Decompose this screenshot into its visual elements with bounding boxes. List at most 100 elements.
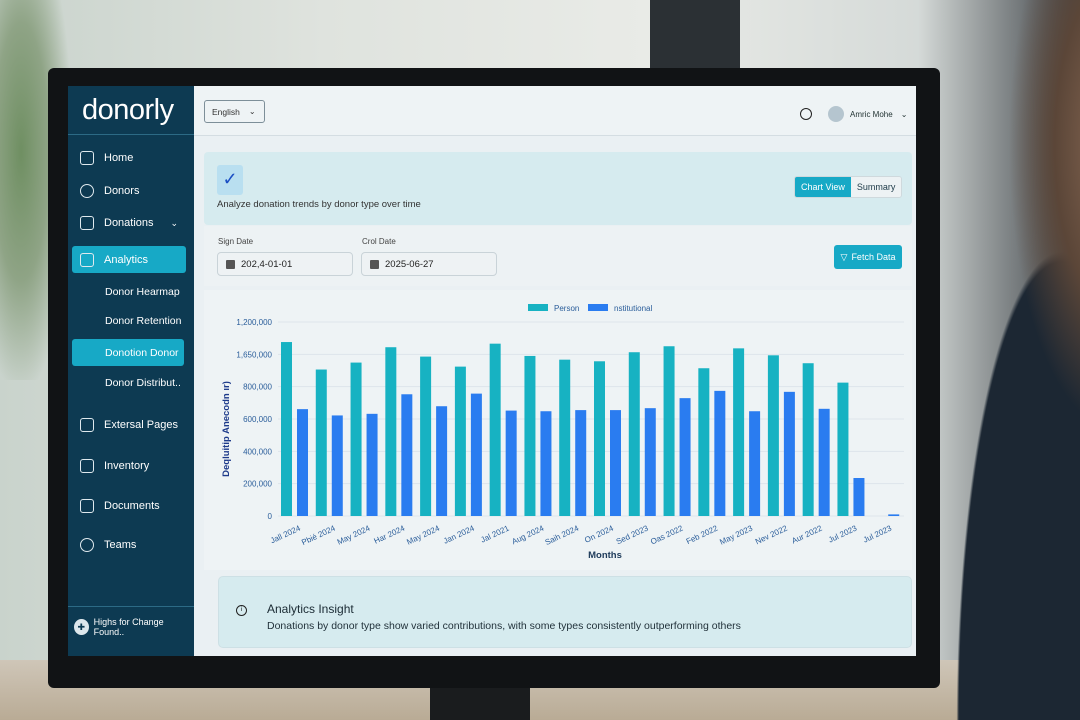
sidebar-item-label: Documents bbox=[104, 500, 160, 512]
bar-person bbox=[837, 382, 849, 516]
bar-institutional bbox=[644, 408, 656, 516]
bar-person bbox=[663, 346, 675, 516]
legend-label: nstitutional bbox=[614, 304, 652, 313]
start-date-input[interactable]: 202,4-01-01 bbox=[217, 252, 353, 276]
y-tick-label: 600,000 bbox=[243, 415, 272, 424]
sidebar-item-home[interactable]: Home bbox=[72, 145, 186, 171]
home-icon bbox=[80, 151, 94, 165]
bar-institutional bbox=[470, 393, 482, 516]
analytics-icon bbox=[80, 252, 94, 267]
insight-card: i Analytics Insight Donations by donor t… bbox=[218, 576, 912, 648]
notification-icon[interactable] bbox=[800, 108, 812, 120]
y-tick-label: 1,200,000 bbox=[236, 318, 272, 327]
user-menu[interactable]: Amric Mohe ⌄ bbox=[828, 106, 907, 122]
logo: donorly bbox=[82, 94, 174, 126]
sidebar-item-label: Donations bbox=[104, 217, 154, 229]
bar-institutional bbox=[331, 415, 343, 516]
start-date-label: Sign Date bbox=[218, 237, 254, 246]
x-tick-label: Aur 2022 bbox=[790, 523, 824, 545]
start-date-value: 202,4-01-01 bbox=[241, 258, 293, 270]
y-axis-title: Deqluitip Anecodn ır) bbox=[221, 381, 232, 477]
x-tick-label: Saih 2024 bbox=[544, 523, 581, 547]
sidebar-item-analytics[interactable]: Analytics bbox=[72, 246, 186, 273]
org-avatar-icon: ✚ bbox=[74, 619, 89, 635]
x-tick-label: May 2023 bbox=[718, 523, 754, 546]
bar-person bbox=[315, 369, 327, 516]
calendar-icon bbox=[226, 259, 235, 269]
bar-person bbox=[454, 366, 466, 516]
inventory-icon bbox=[80, 459, 94, 473]
page-icon bbox=[80, 418, 94, 432]
insight-text: Donations by donor type show varied cont… bbox=[267, 620, 741, 632]
y-tick-label: 200,000 bbox=[243, 480, 272, 489]
x-tick-label: Nev 2022 bbox=[754, 523, 789, 546]
fetch-data-button[interactable]: ▽ Fetch Data bbox=[834, 245, 902, 269]
insight-title: Analytics Insight bbox=[267, 602, 354, 616]
sidebar-item-donors[interactable]: Donors bbox=[72, 178, 186, 204]
sidebar-subitem-distribution[interactable]: Donor Distribut.. bbox=[105, 377, 181, 389]
sidebar-item-teams[interactable]: Teams bbox=[72, 532, 186, 558]
x-tick-label: Oas 2022 bbox=[649, 523, 685, 546]
language-select[interactable]: English ⌄ bbox=[204, 100, 265, 123]
legend-label: Person bbox=[554, 304, 579, 313]
sidebar-subitem-heatmap[interactable]: Donor Hearmap bbox=[105, 286, 180, 298]
x-tick-label: Har 2024 bbox=[373, 523, 407, 545]
bar-person bbox=[489, 343, 501, 516]
tab-chart-view[interactable]: Chart View bbox=[795, 177, 851, 197]
top-bar: English ⌄ Amric Mohe ⌄ bbox=[194, 86, 916, 136]
chevron-down-icon: ⌄ bbox=[170, 217, 178, 228]
sidebar-item-donations[interactable]: Donations ⌄ bbox=[72, 210, 186, 236]
bar-person bbox=[802, 363, 814, 516]
sidebar-subitem-donation-donor[interactable]: Donotion Donor bbox=[72, 339, 184, 366]
bar-institutional bbox=[575, 410, 587, 516]
bar-institutional bbox=[679, 398, 691, 516]
user-name: Amric Mohe bbox=[850, 109, 893, 119]
sidebar-item-inventory[interactable]: Inventory bbox=[72, 453, 186, 479]
sidebar-item-external-pages[interactable]: Extersal Pages bbox=[72, 412, 186, 438]
bar-institutional bbox=[436, 406, 448, 516]
view-toggle: Chart View Summary bbox=[794, 176, 903, 198]
bar-person bbox=[698, 368, 710, 516]
organization-switcher[interactable]: ✚ Highs for Change Found.. bbox=[68, 606, 194, 647]
divider bbox=[68, 134, 194, 135]
bar-institutional bbox=[853, 478, 865, 516]
bar-institutional bbox=[714, 390, 726, 516]
tab-summary[interactable]: Summary bbox=[850, 177, 902, 197]
x-tick-label: Pbié 2024 bbox=[300, 523, 337, 547]
x-tick-label: Jan 2024 bbox=[442, 523, 476, 545]
bar-person bbox=[420, 356, 432, 516]
x-tick-label: Jal 2021 bbox=[479, 523, 511, 544]
x-tick-label: On 2024 bbox=[583, 523, 615, 544]
bar-institutional bbox=[366, 413, 378, 516]
y-tick-label: 800,000 bbox=[243, 383, 272, 392]
sidebar-item-label: Inventory bbox=[104, 460, 150, 472]
sidebar-item-documents[interactable]: Documents bbox=[72, 493, 186, 519]
checklist-icon: ✓ bbox=[217, 165, 243, 195]
bar-person bbox=[524, 355, 536, 516]
calendar-icon bbox=[370, 259, 379, 269]
language-value: English bbox=[212, 106, 240, 117]
bar-institutional bbox=[610, 410, 621, 516]
sidebar: donorly Home Donors Donations ⌄ Analytics… bbox=[68, 86, 194, 656]
filter-icon: ▽ bbox=[840, 251, 848, 262]
bar-institutional bbox=[540, 411, 552, 516]
x-tick-label: May 2024 bbox=[405, 523, 441, 546]
chevron-down-icon: ⌄ bbox=[248, 107, 256, 116]
end-date-input[interactable]: 2025-06-27 bbox=[361, 252, 497, 276]
bar-person bbox=[733, 348, 745, 516]
sidebar-item-label: Extersal Pages bbox=[104, 419, 178, 431]
bar-person bbox=[559, 359, 571, 516]
app-screen: donorly Home Donors Donations ⌄ Analytics… bbox=[68, 86, 916, 656]
bar-person bbox=[767, 355, 779, 516]
sidebar-subitem-retention[interactable]: Donor Retention bbox=[105, 315, 182, 327]
y-tick-label: 400,000 bbox=[243, 447, 272, 456]
bar-person bbox=[281, 342, 292, 516]
x-tick-label: Aug 2024 bbox=[510, 523, 545, 546]
bar-person bbox=[385, 347, 397, 516]
legend-swatch bbox=[588, 304, 608, 311]
bar-institutional bbox=[297, 409, 308, 516]
bar-person bbox=[628, 352, 640, 516]
bar-institutional bbox=[818, 408, 830, 516]
sidebar-item-label: Donors bbox=[104, 185, 140, 197]
user-icon bbox=[80, 184, 94, 198]
